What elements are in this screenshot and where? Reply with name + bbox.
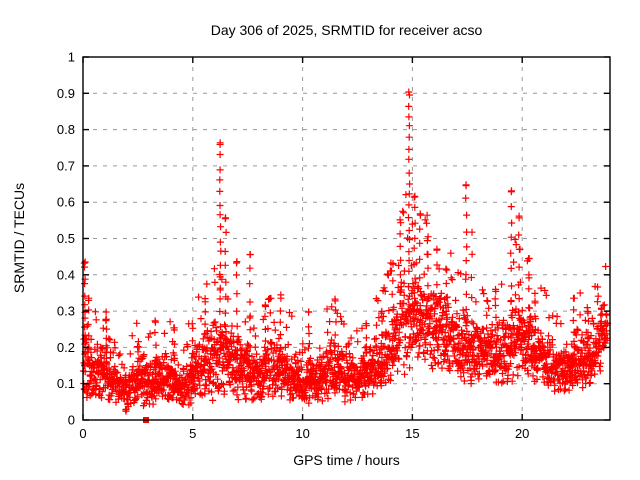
x-tick-label: 15 [405,426,419,441]
y-tick-label: 0.4 [57,267,75,282]
x-axis-label: GPS time / hours [293,452,400,468]
chart-title: Day 306 of 2025, SRMTID for receiver acs… [210,22,483,38]
y-tick-label: 0.8 [57,122,75,137]
y-tick-label: 0.3 [57,304,75,319]
y-tick-label: 0.9 [57,86,75,101]
y-tick-label: 0 [68,413,75,428]
y-tick-label: 0.5 [57,231,75,246]
axis-tick-labels: 00.10.20.30.40.50.60.70.80.910 5 10 15 20 [57,50,530,442]
y-tick-label: 0.1 [57,376,75,391]
y-tick-label: 0.6 [57,195,75,210]
tick-marks [82,56,610,421]
y-tick-label: 0.7 [57,158,75,173]
y-tick-label: 0.2 [57,340,75,355]
y-tick-label: 1 [68,50,75,65]
data-points [79,88,612,415]
x-tick-label: 0 [79,426,86,441]
x-tick-label: 20 [515,426,529,441]
x-tick-label: 10 [295,426,309,441]
x-tick-label: 5 [189,426,196,441]
